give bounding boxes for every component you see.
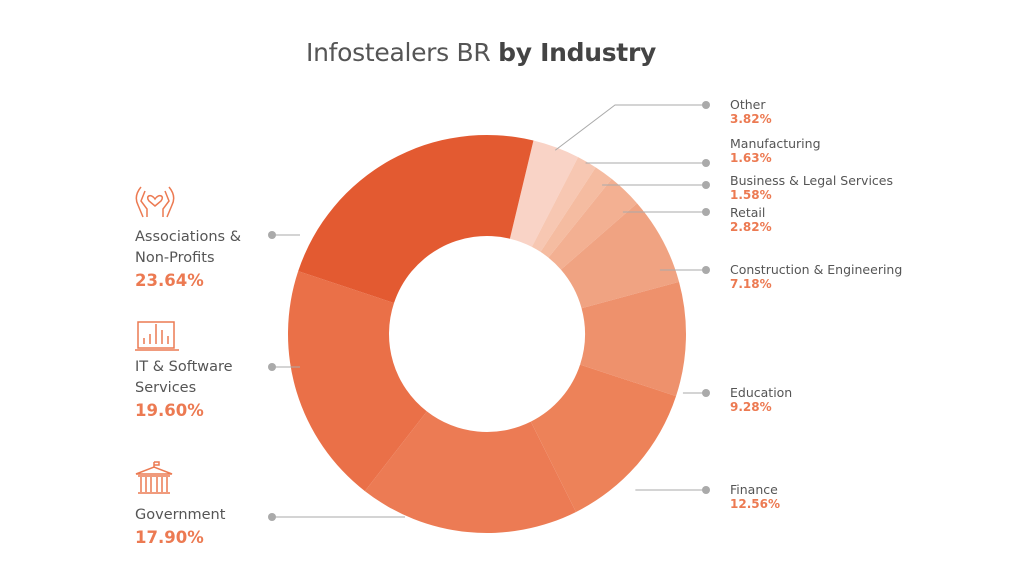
leader-dot <box>702 181 710 189</box>
slice-retail <box>548 178 638 270</box>
label-text: Government <box>135 507 226 523</box>
slice-education <box>580 281 686 397</box>
label-manufacturing: Manufacturing 1.63% <box>730 136 821 166</box>
label-percent: 2.82% <box>730 220 772 234</box>
label-text: Other <box>730 97 766 112</box>
label-business-legal: Business & Legal Services 1.58% <box>730 173 894 203</box>
label-percent: 3.82% <box>730 112 772 126</box>
leader-dot <box>702 486 710 494</box>
leader-dot <box>268 513 276 521</box>
slice-business-legal-services <box>540 167 612 258</box>
label-percent: 1.58% <box>730 188 772 202</box>
label-text-2: Non-Profits <box>135 250 215 266</box>
label-percent: 9.28% <box>730 400 772 414</box>
slice-manufacturing <box>531 157 596 252</box>
label-text: Retail <box>730 205 766 220</box>
label-percent: 19.60% <box>135 401 204 420</box>
leader-dot <box>702 159 710 167</box>
label-percent: 1.63% <box>730 151 772 165</box>
label-text: Business & Legal Services <box>730 173 894 188</box>
label-text: Associations & <box>135 229 242 245</box>
slice-other <box>509 140 579 247</box>
label-other: Other 3.82% <box>730 97 772 127</box>
leader-dot <box>702 101 710 109</box>
leader-dot <box>268 231 276 239</box>
leader-dot <box>702 208 710 216</box>
label-percent: 23.64% <box>135 271 204 290</box>
label-text: Finance <box>730 482 778 497</box>
slice-finance <box>530 364 677 512</box>
label-text: Construction & Engineering <box>730 262 903 277</box>
label-construction: Construction & Engineering 7.18% <box>730 262 903 292</box>
label-text-2: Services <box>135 380 197 396</box>
laptop-chart-icon <box>135 321 179 351</box>
label-finance: Finance 12.56% <box>730 482 780 512</box>
label-education: Education 9.28% <box>730 385 793 415</box>
leader-dot <box>268 363 276 371</box>
label-percent: 17.90% <box>135 528 204 547</box>
label-it-software: IT & Software Services 19.60% <box>135 357 265 423</box>
label-percent: 12.56% <box>730 497 780 511</box>
label-associations: Associations & Non-Profits 23.64% <box>135 227 265 293</box>
leader-dot <box>702 389 710 397</box>
slice-government <box>364 411 577 533</box>
title-bold: by Industry <box>498 38 656 67</box>
government-building-icon <box>135 461 173 494</box>
label-text: Manufacturing <box>730 136 821 151</box>
slice-associations-non-profits <box>298 135 534 304</box>
label-retail: Retail 2.82% <box>730 205 772 235</box>
label-percent: 7.18% <box>730 277 772 291</box>
title-text: Infostealers BR <box>306 38 491 67</box>
slice-it-software-services <box>288 271 427 492</box>
label-text: IT & Software <box>135 359 233 375</box>
leader-line <box>554 104 706 151</box>
chart-title: Infostealers BR by Industry <box>0 38 962 67</box>
hands-heart-icon <box>135 186 175 218</box>
slice-construction-engineering <box>560 203 680 309</box>
label-text: Education <box>730 385 793 400</box>
leader-dot <box>702 266 710 274</box>
label-government: Government 17.90% <box>135 505 265 550</box>
